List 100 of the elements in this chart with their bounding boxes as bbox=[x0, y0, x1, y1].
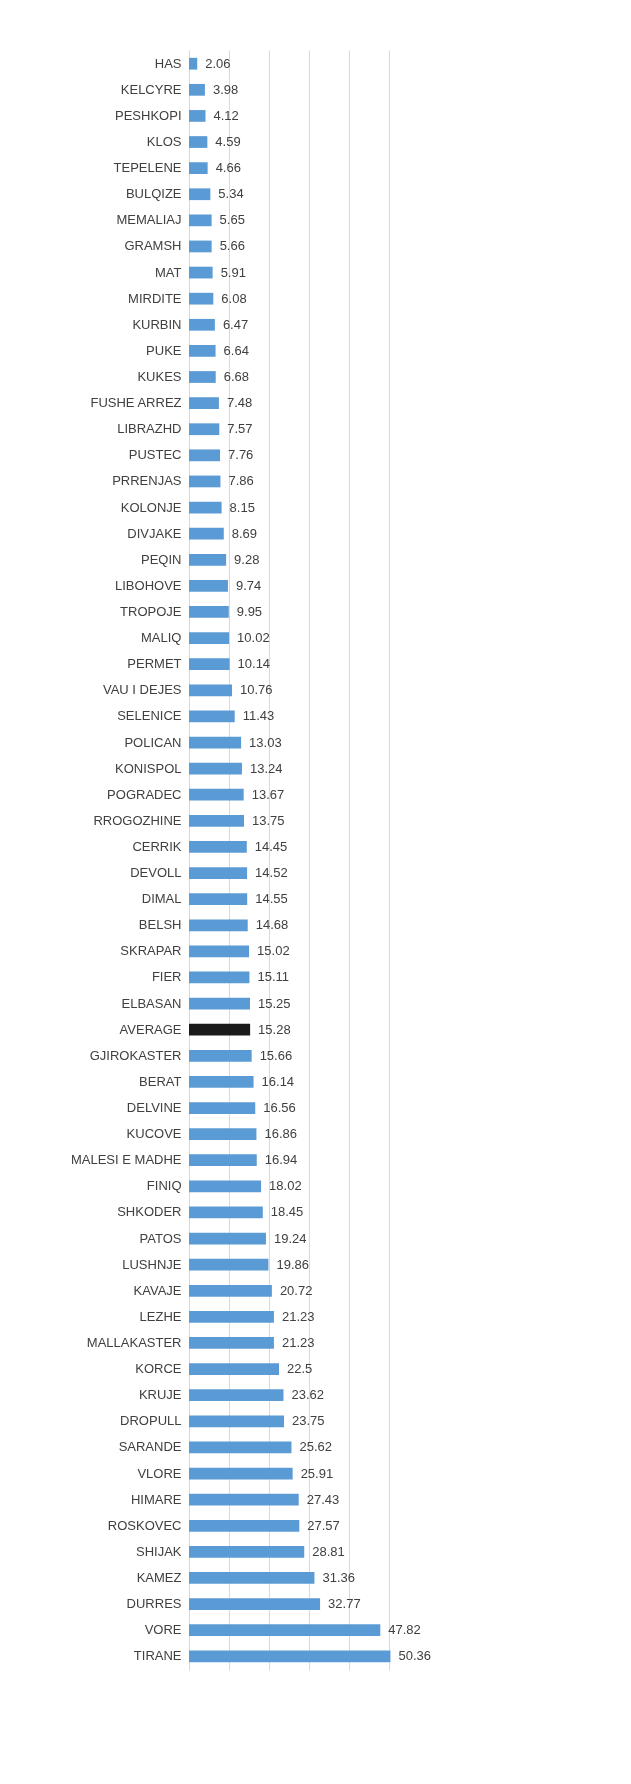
data-label: 14.55 bbox=[255, 891, 288, 907]
data-label: 18.45 bbox=[270, 1204, 304, 1220]
data-label: 5.91 bbox=[220, 264, 246, 280]
bar bbox=[189, 632, 230, 644]
bar bbox=[189, 188, 211, 201]
y-tick-label: HIMARE bbox=[130, 1491, 182, 1507]
data-label: 10.76 bbox=[240, 682, 273, 698]
bar bbox=[189, 579, 228, 592]
y-tick-label: POGRADEC bbox=[107, 786, 182, 802]
y-tick-label: AVERAGE bbox=[119, 1021, 182, 1037]
data-label: 5.66 bbox=[219, 238, 245, 254]
data-label: 16.14 bbox=[261, 1073, 295, 1089]
bar bbox=[189, 1076, 254, 1088]
y-tick-label: PRRENJAS bbox=[112, 473, 182, 489]
y-tick-label: TEPELENE bbox=[113, 160, 182, 176]
y-tick-label: LUSHNJE bbox=[122, 1256, 182, 1272]
bar bbox=[189, 1258, 269, 1271]
y-tick-label: KRUJE bbox=[138, 1387, 182, 1403]
data-label: 8.69 bbox=[231, 525, 258, 541]
bar bbox=[189, 1493, 299, 1506]
y-tick-label: LIBOHOVE bbox=[115, 577, 182, 593]
bar bbox=[189, 1311, 274, 1323]
y-tick-label: POLICAN bbox=[124, 734, 182, 750]
data-label: 13.75 bbox=[252, 812, 285, 828]
bar bbox=[189, 1232, 266, 1245]
y-tick-label: VLORE bbox=[137, 1465, 182, 1481]
y-tick-label: BULQIZE bbox=[125, 186, 182, 202]
y-tick-label: KORCE bbox=[135, 1361, 182, 1377]
y-tick-label: FIER bbox=[151, 969, 182, 985]
data-label: 10.14 bbox=[237, 656, 271, 672]
bar bbox=[189, 1624, 381, 1637]
y-tick-label: DIVJAKE bbox=[127, 525, 182, 541]
y-tick-label: KAVAJE bbox=[133, 1282, 182, 1298]
data-label: 27.57 bbox=[307, 1517, 340, 1533]
data-label: 16.94 bbox=[264, 1152, 298, 1168]
data-label: 21.23 bbox=[281, 1335, 315, 1350]
data-label: 19.86 bbox=[276, 1256, 309, 1272]
y-tick-label: DURRES bbox=[126, 1596, 182, 1612]
bar bbox=[189, 814, 244, 827]
y-tick-label: LIBRAZHD bbox=[117, 421, 182, 437]
bar bbox=[189, 110, 206, 122]
y-tick-label: VAU I DEJES bbox=[102, 682, 182, 698]
bar bbox=[189, 423, 220, 436]
bar bbox=[189, 684, 233, 697]
bar bbox=[189, 841, 247, 853]
bar bbox=[189, 1598, 321, 1610]
data-label: 5.65 bbox=[219, 212, 245, 228]
data-label: 9.95 bbox=[236, 603, 263, 619]
y-tick-label: PEQIN bbox=[141, 551, 182, 567]
bar bbox=[189, 1389, 284, 1402]
data-label: 7.57 bbox=[227, 421, 253, 437]
bar bbox=[189, 867, 248, 879]
y-tick-label: DELVINE bbox=[126, 1100, 182, 1116]
bar bbox=[189, 919, 248, 932]
y-tick-label: GJIROKASTER bbox=[89, 1047, 182, 1063]
data-label: 21.23 bbox=[281, 1308, 315, 1324]
bar bbox=[189, 501, 222, 514]
y-tick-label: SELENICE bbox=[117, 708, 182, 724]
y-tick-label: TIRANE bbox=[133, 1648, 182, 1664]
y-tick-label: MEMALIAJ bbox=[116, 212, 182, 228]
data-label: 20.72 bbox=[279, 1282, 313, 1298]
bar bbox=[189, 1284, 272, 1297]
y-tick-label: KUCOVE bbox=[126, 1126, 182, 1142]
data-label: 19.24 bbox=[273, 1230, 307, 1246]
data-label: 7.86 bbox=[228, 473, 254, 489]
bar bbox=[189, 553, 227, 566]
bar bbox=[189, 736, 242, 749]
data-label: 15.11 bbox=[257, 969, 290, 985]
data-label: 50.36 bbox=[398, 1648, 431, 1664]
bar bbox=[189, 997, 250, 1010]
data-label: 13.03 bbox=[249, 734, 282, 750]
y-tick-label: HAS bbox=[154, 55, 182, 71]
bar bbox=[189, 449, 221, 462]
data-label: 47.82 bbox=[388, 1622, 421, 1638]
data-label: 23.75 bbox=[292, 1413, 325, 1429]
y-tick-label: BELSH bbox=[138, 917, 182, 933]
data-label: 4.59 bbox=[215, 134, 241, 150]
data-label: 10.02 bbox=[237, 630, 270, 646]
bar bbox=[189, 83, 205, 96]
y-tick-label: LEZHE bbox=[139, 1308, 182, 1324]
bar bbox=[189, 971, 250, 984]
data-label: 3.98 bbox=[212, 81, 239, 97]
data-label: 6.68 bbox=[223, 369, 250, 384]
y-tick-label: BERAT bbox=[139, 1073, 182, 1089]
bar bbox=[189, 945, 250, 958]
y-tick-label: ROSKOVEC bbox=[107, 1517, 182, 1533]
data-label: 8.15 bbox=[229, 499, 255, 515]
y-tick-label: MALLAKASTER bbox=[86, 1335, 182, 1350]
bar bbox=[189, 136, 208, 148]
bar bbox=[189, 606, 229, 618]
bar bbox=[189, 1049, 252, 1062]
bar bbox=[189, 1467, 293, 1480]
data-label: 16.86 bbox=[264, 1126, 297, 1142]
bar bbox=[189, 1572, 315, 1584]
data-label: 6.08 bbox=[221, 290, 247, 306]
data-label: 22.5 bbox=[287, 1361, 313, 1377]
data-label: 31.36 bbox=[322, 1569, 355, 1585]
bar bbox=[189, 710, 235, 723]
bar bbox=[189, 1206, 263, 1219]
data-label: 4.12 bbox=[213, 107, 239, 123]
